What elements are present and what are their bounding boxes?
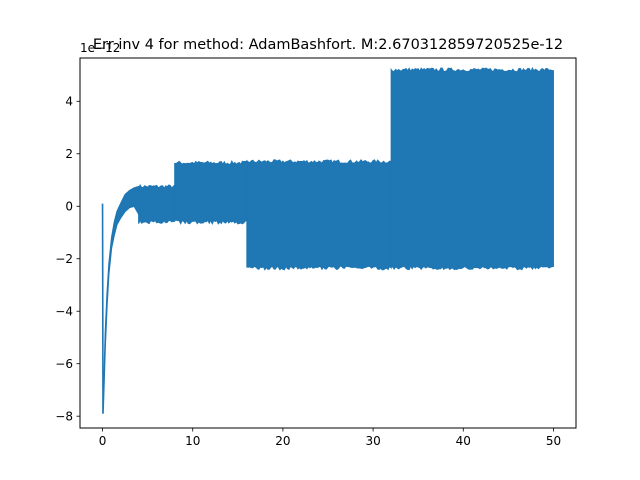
chart-title: Err inv 4 for method: AdamBashfort. M:2.… <box>93 37 563 53</box>
x-axis: 0 10 20 30 40 50 <box>99 428 561 448</box>
plot-area <box>101 66 554 414</box>
y-tick-label: −8 <box>55 409 73 423</box>
x-tick-label: 40 <box>456 434 471 448</box>
y-tick-label: −6 <box>55 357 73 371</box>
x-tick-label: 20 <box>275 434 290 448</box>
y-tick-label: −4 <box>55 305 73 319</box>
y-tick-label: 4 <box>65 95 73 109</box>
y-axis: −8 −6 −4 −2 0 2 4 <box>55 95 80 423</box>
x-tick-label: 30 <box>365 434 380 448</box>
y-tick-label: 0 <box>65 200 73 214</box>
axes-frame <box>79 57 577 429</box>
series-band-4 <box>390 66 554 271</box>
series-band-2 <box>174 159 248 225</box>
x-tick-label: 10 <box>185 434 200 448</box>
x-tick-label: 50 <box>546 434 561 448</box>
y-tick-label: −2 <box>55 252 73 266</box>
y-tick-label: 2 <box>65 147 73 161</box>
series-band-1 <box>138 183 176 225</box>
x-tick-label: 0 <box>99 434 107 448</box>
series-band-3 <box>246 158 392 271</box>
y-axis-offset-label: 1e−12 <box>80 41 120 55</box>
